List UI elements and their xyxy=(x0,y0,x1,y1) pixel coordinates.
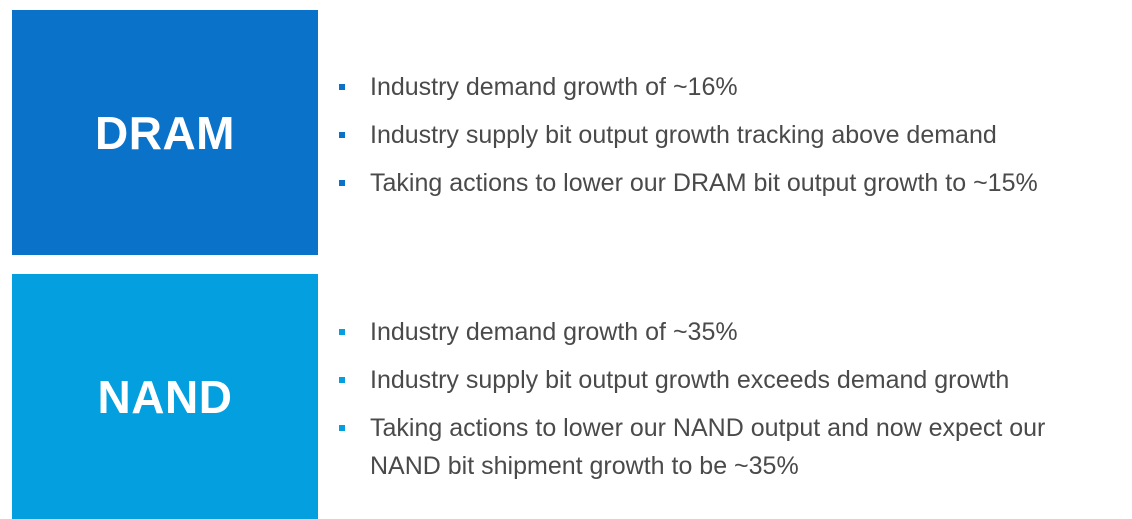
nand-title: NAND xyxy=(97,370,233,423)
dram-bullet-text: Industry supply bit output growth tracki… xyxy=(370,121,997,149)
dram-bullet-item: Industry supply bit output growth tracki… xyxy=(336,116,1038,154)
nand-bullet-item: Industry supply bit output growth exceed… xyxy=(336,361,1100,399)
dram-title: DRAM xyxy=(95,106,235,159)
bullet-square-icon xyxy=(339,377,345,383)
nand-bullet-list: Industry demand growth of ~35% Industry … xyxy=(336,313,1100,495)
bullet-square-icon xyxy=(339,84,345,90)
nand-bullet-text: Taking actions to lower our NAND output … xyxy=(370,414,1046,480)
nand-bullet-text: Industry supply bit output growth exceed… xyxy=(370,366,1010,394)
nand-bullet-text: Industry demand growth of ~35% xyxy=(370,318,738,346)
dram-bullet-text: Industry demand growth of ~16% xyxy=(370,73,738,101)
dram-bullet-text: Taking actions to lower our DRAM bit out… xyxy=(370,169,1038,197)
nand-bullet-item: Industry demand growth of ~35% xyxy=(336,313,1100,351)
bullet-square-icon xyxy=(339,329,345,335)
dram-bullet-item: Taking actions to lower our DRAM bit out… xyxy=(336,164,1038,202)
bullet-square-icon xyxy=(339,132,345,138)
bullet-square-icon xyxy=(339,425,345,431)
dram-bullet-list: Industry demand growth of ~16% Industry … xyxy=(336,68,1038,212)
bullet-square-icon xyxy=(339,180,345,186)
nand-title-block: NAND xyxy=(12,274,318,519)
dram-title-block: DRAM xyxy=(12,10,318,255)
nand-bullet-item: Taking actions to lower our NAND output … xyxy=(336,409,1100,485)
dram-bullet-item: Industry demand growth of ~16% xyxy=(336,68,1038,106)
